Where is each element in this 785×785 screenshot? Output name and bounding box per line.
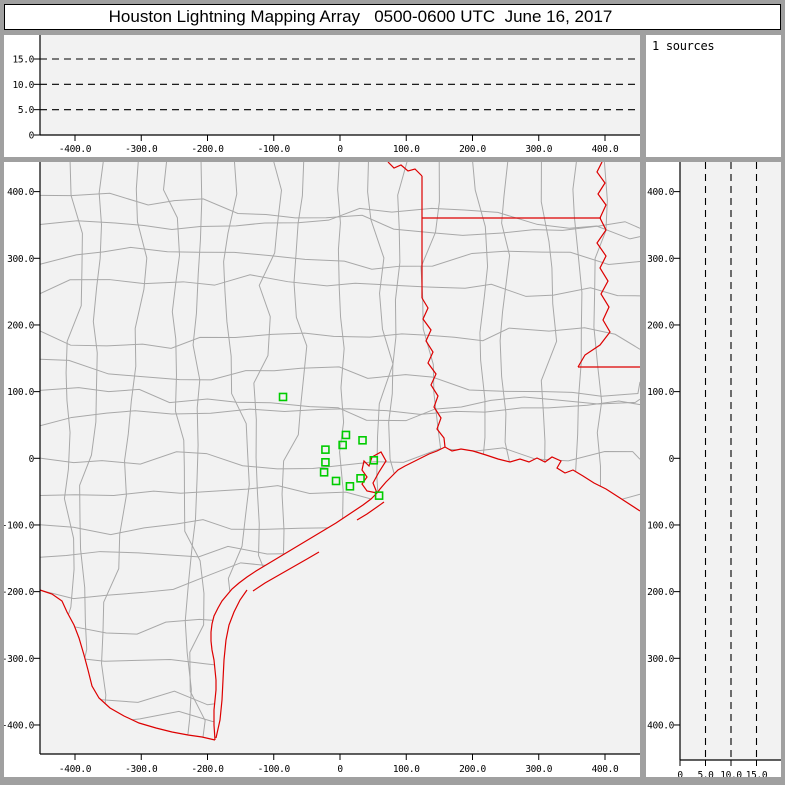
lma-station-marker — [369, 456, 379, 465]
plan-view-map-plot[interactable]: -400.0 -300.0 -200.0 -100.0 0 100.0 200.0 300.0… — [4, 162, 640, 777]
altitude-vs-northsouth-plot[interactable]: 0 5.0 10.0 15.0 400.0 300.0 200.0 100.0 0 -100.0 -… — [646, 162, 781, 777]
svg-text:-200.0: -200.0 — [646, 587, 675, 598]
svg-text:0: 0 — [669, 454, 675, 465]
svg-text:100.0: 100.0 — [393, 144, 420, 155]
svg-text:-400.0: -400.0 — [4, 720, 35, 731]
source-count-panel: 1 sources — [646, 35, 781, 157]
svg-text:-200.0: -200.0 — [191, 764, 224, 775]
svg-text:100.0: 100.0 — [647, 387, 674, 398]
svg-text:-400.0: -400.0 — [59, 764, 92, 775]
svg-text:-300.0: -300.0 — [646, 654, 675, 665]
tick-labels: -400.0 -300.0 -200.0 -100.0 0 100.0 200.0 300.0… — [13, 54, 620, 155]
svg-text:10.0: 10.0 — [720, 770, 742, 777]
lma-station-marker — [321, 445, 330, 454]
svg-text:300.0: 300.0 — [525, 144, 552, 155]
altitude-vs-eastwest-panel[interactable]: -400.0 -300.0 -200.0 -100.0 0 100.0 200.0 300.0… — [4, 35, 640, 157]
svg-text:5.0: 5.0 — [18, 105, 35, 116]
window-title: Houston Lightning Mapping Array 0500-060… — [4, 4, 781, 30]
svg-text:200.0: 200.0 — [7, 320, 34, 331]
lma-station-marker — [374, 491, 384, 500]
svg-text:400.0: 400.0 — [592, 764, 619, 775]
svg-text:-100.0: -100.0 — [4, 520, 35, 531]
svg-text:0: 0 — [337, 764, 343, 775]
lma-stations-layer — [278, 392, 384, 500]
svg-text:5.0: 5.0 — [697, 770, 714, 777]
lma-station-marker — [331, 476, 341, 486]
tick-labels: -400.0 -300.0 -200.0 -100.0 0 100.0 200.0 300.0… — [4, 187, 619, 775]
altitude-vs-northsouth-panel[interactable]: 0 5.0 10.0 15.0 400.0 300.0 200.0 100.0 0 -100.0 -… — [646, 162, 781, 777]
svg-text:15.0: 15.0 — [13, 54, 35, 65]
svg-text:-400.0: -400.0 — [59, 144, 92, 155]
lma-station-marker — [319, 468, 329, 477]
plan-view-map-panel[interactable]: -400.0 -300.0 -200.0 -100.0 0 100.0 200.0 300.0… — [4, 162, 640, 777]
svg-text:0: 0 — [29, 131, 35, 142]
svg-text:15.0: 15.0 — [746, 770, 768, 777]
lma-station-marker — [345, 482, 355, 491]
svg-text:400.0: 400.0 — [592, 144, 619, 155]
altitude-vs-eastwest-plot[interactable]: -400.0 -300.0 -200.0 -100.0 0 100.0 200.0 300.0… — [4, 35, 640, 157]
svg-text:200.0: 200.0 — [647, 320, 674, 331]
state-borders-layer — [39, 162, 640, 741]
svg-text:100.0: 100.0 — [7, 387, 34, 398]
svg-text:-200.0: -200.0 — [191, 144, 224, 155]
lma-station-marker — [341, 430, 351, 440]
altitude-gridlines — [40, 58, 640, 111]
svg-text:0: 0 — [337, 144, 343, 155]
lma-station-marker — [356, 474, 365, 483]
svg-text:0: 0 — [677, 770, 683, 777]
svg-text:100.0: 100.0 — [393, 764, 420, 775]
svg-text:-300.0: -300.0 — [125, 764, 158, 775]
tick-labels: 0 5.0 10.0 15.0 400.0 300.0 200.0 100.0 0 -100.0 -… — [646, 187, 768, 777]
svg-text:400.0: 400.0 — [647, 187, 674, 198]
lma-station-marker — [358, 435, 367, 445]
svg-text:10.0: 10.0 — [13, 80, 35, 91]
svg-text:-200.0: -200.0 — [4, 587, 35, 598]
lma-station-marker — [321, 458, 330, 467]
svg-text:-100.0: -100.0 — [258, 764, 291, 775]
svg-text:400.0: 400.0 — [7, 187, 34, 198]
lma-station-marker — [338, 440, 347, 450]
svg-text:-300.0: -300.0 — [4, 654, 35, 665]
svg-text:0: 0 — [29, 454, 35, 465]
svg-text:-100.0: -100.0 — [646, 520, 675, 531]
source-count-label: 1 sources — [652, 39, 715, 53]
svg-text:300.0: 300.0 — [647, 254, 674, 265]
svg-text:300.0: 300.0 — [7, 254, 34, 265]
svg-text:200.0: 200.0 — [459, 144, 486, 155]
svg-text:-300.0: -300.0 — [125, 144, 158, 155]
svg-text:300.0: 300.0 — [525, 764, 552, 775]
svg-text:-400.0: -400.0 — [646, 720, 675, 731]
svg-text:200.0: 200.0 — [459, 764, 486, 775]
svg-text:-100.0: -100.0 — [258, 144, 291, 155]
lma-station-marker — [278, 392, 288, 402]
altitude-gridlines — [704, 162, 758, 760]
